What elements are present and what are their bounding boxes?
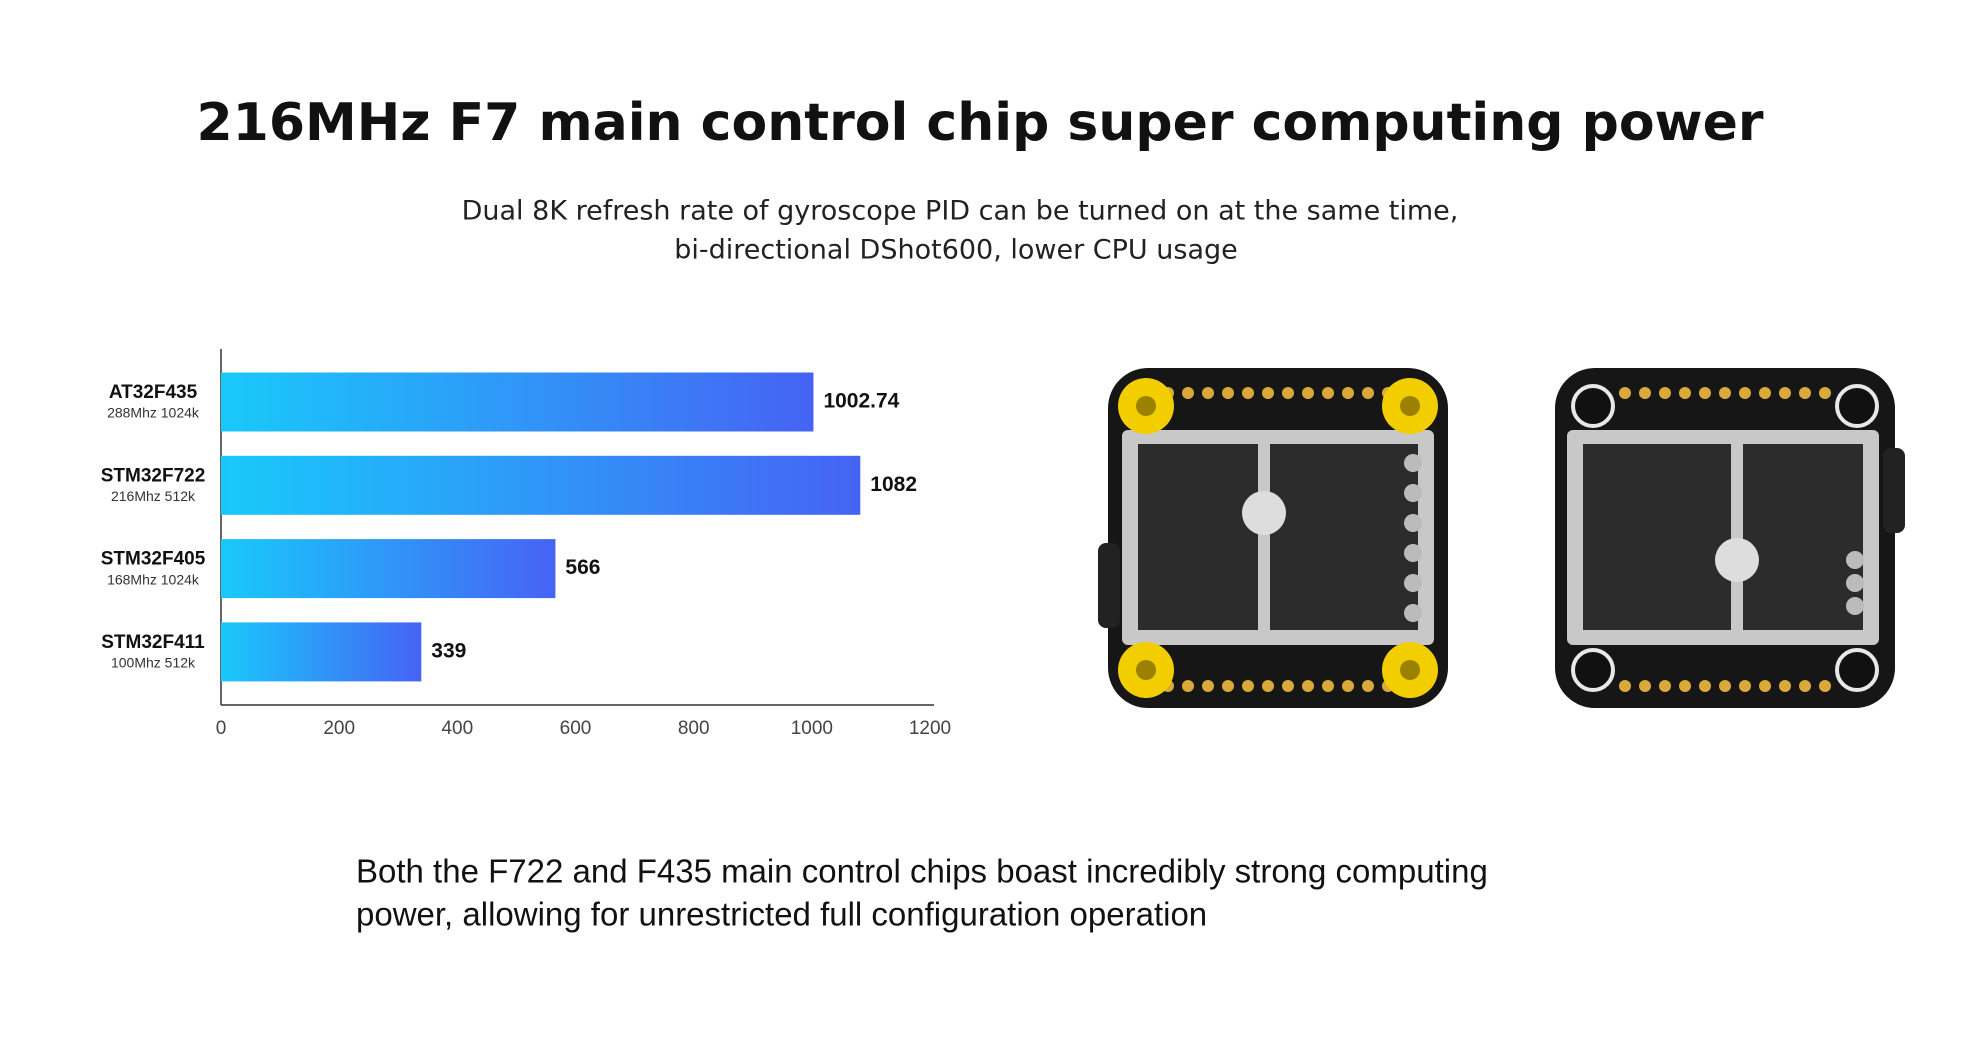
footer-text: Both the F722 and F435 main control chip…: [356, 853, 1488, 890]
footer-text: power, allowing for unrestricted full co…: [356, 896, 1207, 933]
x-tick-label: 600: [560, 718, 592, 739]
category-label: AT32F435: [109, 382, 198, 403]
board-right: [1555, 368, 1905, 708]
subtitle: Dual 8K refresh rate of gyroscope PID ca…: [462, 196, 1459, 227]
board-left: [1098, 368, 1448, 708]
value-label: 339: [431, 639, 466, 662]
x-tick-label: 800: [678, 718, 710, 739]
x-tick-label: 0: [216, 718, 227, 739]
value-label: 1002.74: [823, 390, 899, 413]
category-detail: 288Mhz 1024k: [107, 405, 200, 421]
category-label: STM32F405: [101, 549, 206, 570]
category-label: STM32F722: [101, 465, 206, 486]
x-tick-label: 1200: [909, 718, 951, 739]
subtitle: bi-directional DShot600, lower CPU usage: [674, 235, 1238, 266]
value-label: 1082: [870, 473, 917, 496]
category-label: STM32F411: [101, 632, 205, 653]
bar: [221, 622, 422, 682]
x-tick-label: 1000: [791, 718, 833, 739]
category-detail: 216Mhz 512k: [111, 488, 196, 504]
bar: [221, 539, 556, 599]
category-detail: 100Mhz 512k: [111, 655, 196, 671]
bar: [221, 455, 861, 515]
value-label: 566: [565, 556, 600, 579]
category-detail: 168Mhz 1024k: [107, 571, 200, 587]
bar: [221, 372, 814, 432]
title: 216MHz F7 main control chip super comput…: [196, 93, 1763, 153]
x-tick-label: 200: [323, 718, 355, 739]
x-tick-label: 400: [441, 718, 473, 739]
